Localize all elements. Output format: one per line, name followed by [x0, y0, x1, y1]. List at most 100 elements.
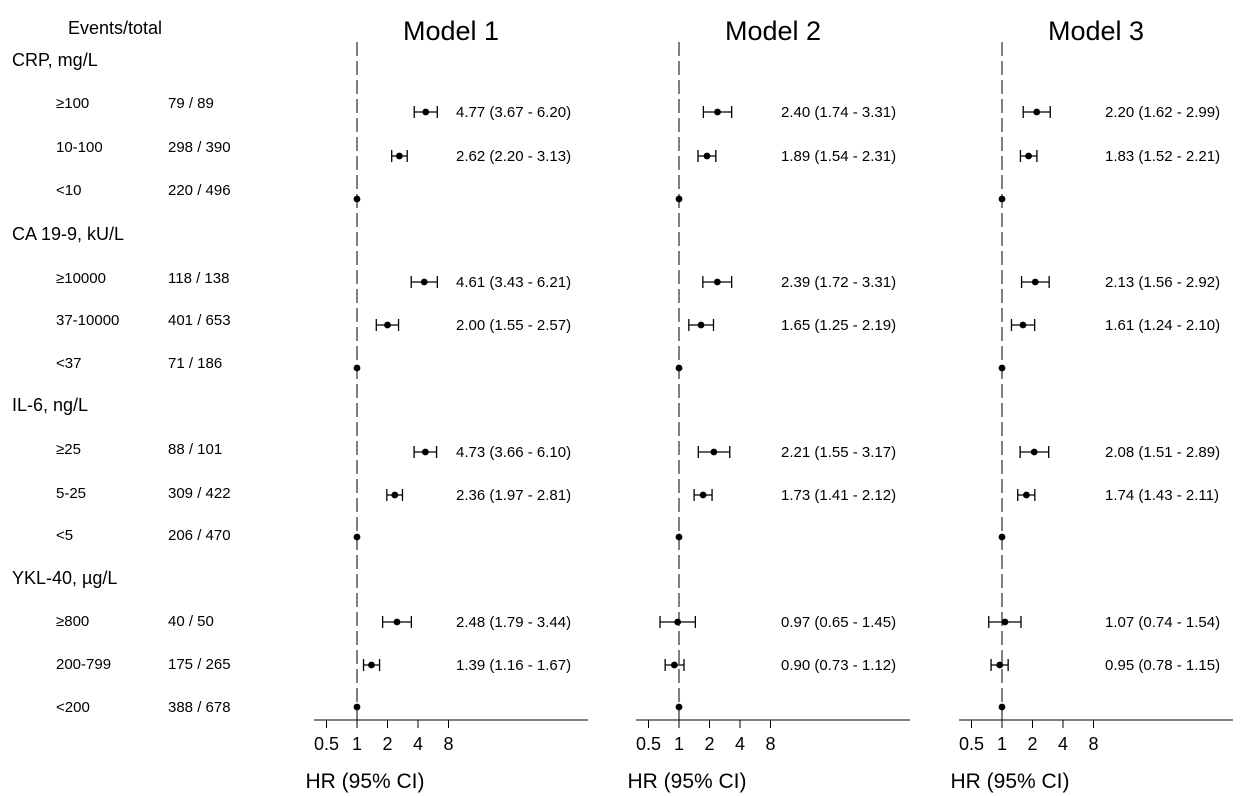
events-count: 298 / 390	[168, 139, 231, 156]
hr-ci-label: 1.61 (1.24 - 2.10)	[1105, 317, 1220, 334]
hr-point	[996, 661, 1004, 669]
events-count: 118 / 138	[168, 270, 230, 287]
hr-ci-label: 2.20 (1.62 - 2.99)	[1105, 104, 1220, 121]
category-label: 37-10000	[56, 312, 120, 329]
hr-point	[998, 533, 1006, 541]
hr-point	[703, 152, 711, 160]
group-label-ca199: CA 19-9, kU/L	[12, 224, 125, 244]
x-tick-label: 8	[443, 734, 453, 754]
hr-ci-label: 1.74 (1.43 - 2.11)	[1105, 487, 1219, 504]
x-tick-label: 4	[735, 734, 745, 754]
events-count: 206 / 470	[168, 527, 231, 544]
hr-ci-label: 2.39 (1.72 - 3.31)	[781, 274, 896, 291]
events-count: 309 / 422	[168, 485, 231, 502]
events-count: 220 / 496	[168, 182, 231, 199]
hr-point	[368, 661, 375, 669]
hr-ci-label: 0.97 (0.65 - 1.45)	[781, 614, 896, 631]
x-tick-label: 1	[674, 734, 684, 754]
hr-ci-label: 1.83 (1.52 - 2.21)	[1105, 148, 1220, 165]
hr-point	[675, 364, 683, 372]
category-label: <5	[56, 527, 74, 544]
events-count: 40 / 50	[168, 613, 214, 630]
group-label-il6: IL-6, ng/L	[12, 395, 89, 415]
hr-ci-label: 1.07 (0.74 - 1.54)	[1105, 614, 1220, 631]
x-tick-label: 1	[352, 734, 362, 754]
category-label: 5-25	[56, 485, 87, 502]
hr-ci-label: 2.40 (1.74 - 3.31)	[781, 104, 896, 121]
events-count: 401 / 653	[168, 312, 231, 329]
category-label: 200-799	[56, 656, 112, 673]
hr-point	[391, 491, 399, 499]
category-label: <37	[56, 355, 82, 372]
hr-ci-label: 2.08 (1.51 - 2.89)	[1105, 444, 1220, 461]
hr-point	[393, 618, 401, 626]
hr-point	[675, 703, 683, 711]
hr-point	[353, 364, 361, 372]
x-tick-label: 8	[1088, 734, 1098, 754]
x-tick-label: 0.5	[636, 734, 661, 754]
events-total-header: Events/total	[68, 18, 163, 38]
hr-point	[714, 108, 721, 116]
hr-point	[421, 448, 429, 456]
events-count: 88 / 101	[168, 441, 223, 458]
group-label-ykl40: YKL-40, µg/L	[12, 568, 118, 588]
category-label: <200	[56, 699, 90, 716]
category-label: ≥10000	[56, 270, 106, 287]
hr-ci-label: 4.77 (3.67 - 6.20)	[456, 104, 571, 121]
hr-ci-label: 0.95 (0.78 - 1.15)	[1105, 657, 1220, 674]
x-tick-label: 0.5	[959, 734, 984, 754]
x-axis-title: HR (95% CI)	[305, 770, 424, 793]
hr-point	[422, 108, 430, 116]
panel-title: Model 1	[403, 16, 499, 46]
hr-point	[998, 703, 1006, 711]
events-count: 175 / 265	[168, 656, 231, 673]
hr-point	[420, 278, 428, 286]
hr-ci-label: 2.36 (1.97 - 2.81)	[456, 487, 571, 504]
hr-point	[353, 703, 361, 711]
hr-ci-label: 1.39 (1.16 - 1.67)	[456, 657, 571, 674]
hr-point	[1030, 448, 1038, 456]
hr-point	[353, 195, 361, 203]
hr-point	[384, 321, 391, 329]
hr-ci-label: 4.61 (3.43 - 6.21)	[456, 274, 571, 291]
hr-point	[674, 618, 682, 626]
x-tick-label: 2	[704, 734, 714, 754]
x-tick-label: 4	[1058, 734, 1068, 754]
hr-ci-label: 4.73 (3.66 - 6.10)	[456, 444, 571, 461]
hr-point	[998, 195, 1006, 203]
hr-ci-label: 1.73 (1.41 - 2.12)	[781, 487, 896, 504]
hr-ci-label: 2.00 (1.55 - 2.57)	[456, 317, 571, 334]
category-label: ≥25	[56, 441, 81, 458]
x-tick-label: 0.5	[314, 734, 339, 754]
panel-title: Model 2	[725, 16, 821, 46]
hr-ci-label: 2.62 (2.20 - 3.13)	[456, 148, 571, 165]
hr-point	[675, 533, 683, 541]
category-label: 10-100	[56, 139, 103, 156]
category-label: <10	[56, 182, 82, 199]
hr-point	[1031, 278, 1039, 286]
hr-point	[1025, 152, 1032, 160]
events-count: 388 / 678	[168, 699, 231, 716]
hr-point	[670, 661, 678, 669]
hr-point	[675, 195, 683, 203]
hr-point	[353, 533, 361, 541]
hr-point	[1019, 321, 1027, 329]
events-count: 79 / 89	[168, 95, 214, 112]
x-tick-label: 8	[765, 734, 775, 754]
x-tick-label: 2	[382, 734, 392, 754]
category-label: ≥100	[56, 95, 90, 112]
hr-point	[710, 448, 718, 456]
hr-ci-label: 2.21 (1.55 - 3.17)	[781, 444, 896, 461]
panel-title: Model 3	[1048, 16, 1144, 46]
hr-ci-label: 0.90 (0.73 - 1.12)	[781, 657, 896, 674]
hr-point	[998, 364, 1006, 372]
group-label-crp: CRP, mg/L	[12, 50, 98, 70]
hr-ci-label: 1.89 (1.54 - 2.31)	[781, 148, 896, 165]
hr-ci-label: 1.65 (1.25 - 2.19)	[781, 317, 896, 334]
hr-point	[395, 152, 403, 160]
hr-point	[713, 278, 721, 286]
events-count: 71 / 186	[168, 355, 223, 372]
hr-point	[699, 491, 707, 499]
x-tick-label: 2	[1027, 734, 1037, 754]
